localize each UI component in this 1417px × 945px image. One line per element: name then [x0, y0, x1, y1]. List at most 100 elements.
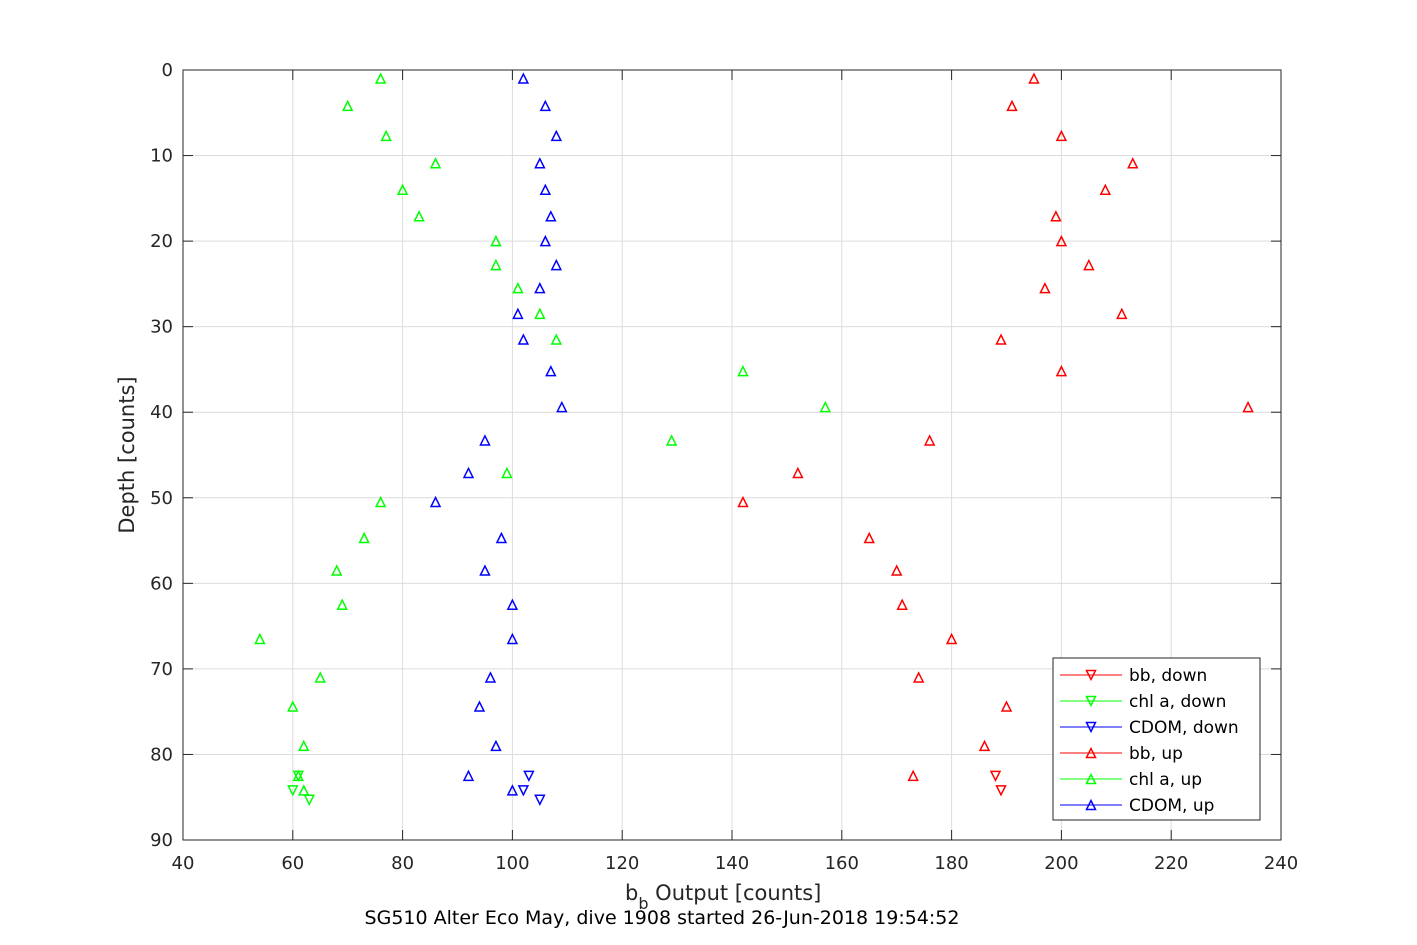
data-point: [890, 564, 903, 576]
y-tick-label: 0: [162, 60, 173, 81]
data-point: [1000, 700, 1013, 712]
data-point: [863, 531, 875, 544]
data-point: [539, 99, 552, 112]
x-axis-title-main: b: [625, 881, 638, 905]
data-point: [495, 531, 508, 544]
data-point: [665, 434, 678, 446]
data-point: [287, 785, 299, 797]
legend-label: chl a, up: [1129, 770, 1202, 790]
legend-label: CDOM, up: [1129, 796, 1214, 816]
data-point: [298, 739, 310, 752]
legend-marker: [1085, 721, 1097, 734]
data-point: [314, 671, 326, 683]
data-point: [539, 183, 552, 196]
legend: bb, down chl a, down CDOM, down bb, up chl a…: [1052, 657, 1261, 821]
y-tick-label: 10: [150, 146, 173, 167]
data-point: [374, 495, 387, 508]
data-point: [298, 784, 310, 796]
data-point: [292, 769, 305, 782]
legend-label: bb, up: [1129, 744, 1183, 764]
y-tick-label: 80: [150, 744, 173, 765]
data-point: [490, 739, 502, 752]
data-point: [479, 434, 491, 446]
data-point: [550, 129, 563, 142]
series-0: [989, 770, 1007, 797]
legend-marker: [1085, 669, 1097, 682]
data-point: [506, 784, 519, 796]
data-point: [550, 333, 563, 345]
data-point: [517, 333, 530, 345]
y-tick-label: 30: [150, 317, 173, 338]
data-point: [896, 598, 908, 610]
data-point: [254, 632, 266, 645]
data-points: [254, 72, 1254, 806]
x-axis-title: bb Output [counts]: [625, 881, 821, 913]
y-axis-title: Depth [counts]: [115, 376, 139, 533]
data-point: [907, 769, 919, 782]
data-point: [534, 307, 546, 320]
data-point: [429, 495, 442, 508]
data-point: [1006, 99, 1018, 112]
x-tick-label: 180: [934, 853, 968, 874]
series-5: [429, 72, 568, 796]
data-point: [517, 785, 530, 797]
data-point: [501, 466, 513, 479]
chart-caption: SG510 Alter Eco May, dive 1908 started 2…: [365, 907, 960, 929]
x-tick-label: 160: [825, 853, 859, 874]
data-point: [490, 234, 502, 247]
x-tick-label: 80: [391, 853, 414, 874]
data-point: [534, 794, 546, 806]
legend-item: bb, down: [1060, 666, 1207, 686]
data-point: [336, 598, 348, 610]
data-point: [1055, 364, 1068, 377]
data-point: [912, 671, 925, 683]
data-point: [490, 258, 502, 271]
series-3: [737, 72, 1254, 782]
data-point: [1028, 72, 1040, 84]
data-point: [413, 210, 425, 222]
data-point: [550, 258, 563, 271]
x-tick-label: 200: [1044, 853, 1078, 874]
data-point: [556, 400, 568, 413]
legend-marker: [1085, 798, 1097, 811]
data-point: [995, 785, 1007, 797]
y-tick-label: 50: [150, 488, 173, 509]
legend-item: chl a, up: [1060, 770, 1202, 790]
legend-item: chl a, down: [1060, 692, 1226, 712]
data-point: [341, 99, 354, 112]
legend-marker: [1085, 746, 1097, 759]
data-point: [1127, 157, 1139, 169]
data-point: [331, 564, 343, 576]
legend-item: CDOM, down: [1060, 718, 1239, 738]
data-point: [1055, 129, 1068, 142]
data-point: [545, 210, 557, 222]
data-point: [1055, 234, 1068, 247]
data-point: [517, 72, 530, 84]
y-tick-label: 60: [150, 573, 173, 594]
data-point: [545, 364, 557, 377]
x-axis-title-rest: Output [counts]: [649, 881, 822, 905]
data-point: [358, 531, 370, 544]
x-tick-label: 40: [172, 853, 195, 874]
data-point: [737, 364, 749, 377]
data-point: [1083, 258, 1095, 271]
legend-label: bb, down: [1129, 666, 1207, 686]
data-point: [995, 333, 1007, 345]
data-point: [534, 157, 546, 169]
data-point: [534, 281, 546, 294]
y-tick-label: 90: [150, 830, 173, 851]
data-point: [1242, 400, 1254, 413]
y-tick-label: 40: [150, 402, 173, 423]
legend-label: chl a, down: [1129, 692, 1226, 712]
data-point: [539, 234, 552, 247]
legend-item: bb, up: [1060, 744, 1183, 764]
legend-marker: [1085, 772, 1097, 785]
data-point: [380, 129, 392, 142]
data-point: [429, 157, 442, 169]
data-point: [978, 739, 991, 752]
data-point: [512, 307, 524, 320]
x-tick-label: 100: [495, 853, 529, 874]
data-point: [1050, 210, 1062, 222]
data-point: [287, 700, 299, 712]
